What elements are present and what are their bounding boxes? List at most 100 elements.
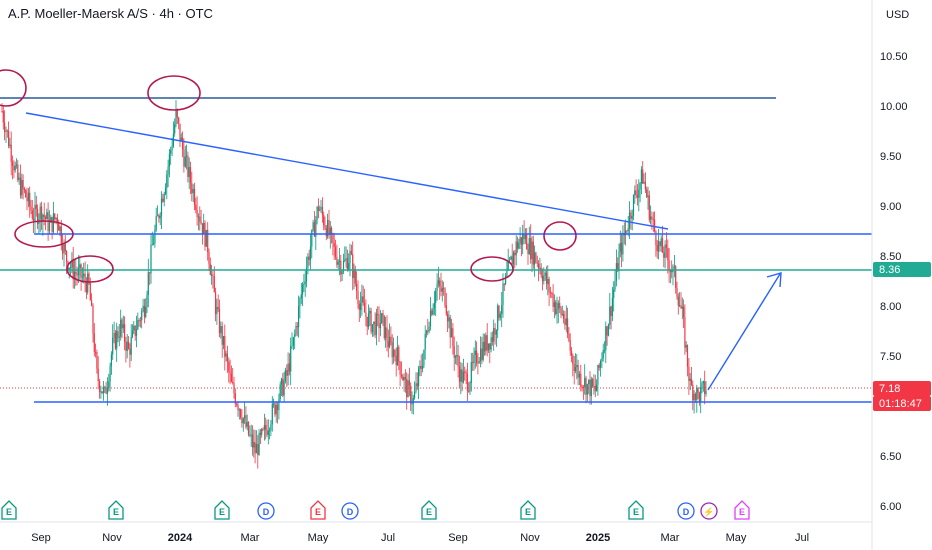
currency-label[interactable]: USD (886, 9, 910, 21)
event-marker-letter: D (683, 507, 690, 517)
annotation-circle (147, 75, 201, 111)
candle-body (414, 391, 416, 399)
candle-body (453, 346, 455, 358)
candle-body (88, 273, 90, 283)
candle-body (27, 192, 29, 202)
candle-body (135, 329, 138, 336)
candle-body (673, 266, 675, 268)
earnings-marker (520, 500, 536, 520)
candle-body (19, 177, 22, 196)
candle-body (313, 222, 315, 237)
candle-body (139, 320, 141, 322)
candle-body (242, 418, 244, 424)
candle-body (435, 290, 437, 303)
candle-body (485, 335, 487, 352)
price-axis[interactable]: 10.5010.009.509.008.508.007.507.006.506.… (871, 0, 931, 550)
candle-body (66, 251, 68, 262)
candle-body (602, 350, 604, 359)
candle-body (391, 342, 393, 358)
candle-body (468, 390, 470, 392)
time-axis[interactable]: Sep Nov 2024 Mar May Jul Sep Nov 2025 Mar May Jul (0, 521, 872, 544)
candle-body (530, 238, 532, 260)
candle-body (108, 381, 110, 388)
candle-body (652, 218, 654, 220)
candle-body (112, 337, 114, 355)
candle-body (186, 155, 188, 157)
candle-body (212, 274, 214, 277)
event-marker-letter: D (263, 507, 270, 517)
candle-body (532, 241, 534, 265)
candle-body (482, 341, 484, 360)
annotation-circle (14, 220, 74, 248)
candle-body (336, 256, 338, 265)
candle-body (584, 378, 586, 387)
candle-body (99, 381, 101, 392)
candle-body (200, 221, 202, 224)
candle-body (654, 219, 656, 232)
candle-body (189, 167, 192, 183)
candle-body (110, 354, 112, 367)
time-tick-label: 2025 (586, 532, 610, 544)
candle-body (516, 241, 519, 249)
candle-body (11, 161, 14, 166)
candle-body (166, 174, 168, 188)
candle-body (287, 363, 289, 376)
candle-body (50, 217, 52, 223)
candle-body (395, 355, 397, 365)
candle-body (452, 328, 454, 347)
candle-body (702, 381, 704, 384)
candle-body (184, 156, 186, 167)
candle-body (257, 444, 259, 455)
candle-body (474, 350, 476, 355)
candle-body (149, 272, 151, 274)
split-marker (700, 502, 718, 520)
price-tick-label: 9.00 (880, 201, 901, 213)
candle-body (585, 378, 587, 395)
candle-body (26, 197, 28, 202)
candle-body (385, 327, 387, 339)
candle-body (387, 341, 389, 348)
candles (1, 100, 707, 469)
candle-body (589, 380, 591, 397)
candle-body (279, 384, 281, 400)
candle-body (512, 252, 515, 265)
candle-body (114, 332, 116, 349)
candle-body (255, 444, 257, 454)
candle-body (648, 195, 650, 220)
candle-body (321, 206, 323, 215)
candle-body (17, 164, 19, 180)
candle-body (462, 371, 464, 383)
candle-body (356, 283, 358, 291)
candle-body (284, 370, 286, 381)
time-tick-label: Sep (448, 532, 468, 544)
last-price-label-text: 7.18 (879, 383, 900, 395)
candle-body (599, 361, 602, 368)
candle-body (295, 326, 297, 335)
candle-body (700, 386, 702, 402)
candle-body (490, 337, 492, 350)
event-markers[interactable]: E E E D E D E E E D ⚡ E (1, 500, 750, 520)
candle-body (655, 231, 657, 245)
candle-body (461, 369, 463, 383)
candle-body (501, 305, 503, 314)
candle-body (332, 233, 334, 243)
drawings[interactable] (25, 112, 782, 391)
countdown-label-bg (873, 396, 931, 411)
candle-body (553, 302, 555, 307)
candle-body (276, 404, 279, 411)
candle-body (555, 302, 557, 314)
horizontal-levels[interactable] (0, 97, 872, 403)
candle-body (487, 343, 490, 351)
candle-body (253, 442, 255, 448)
candle-body (81, 276, 83, 278)
candle-body (178, 117, 180, 124)
candle-body (360, 303, 362, 310)
candle-body (75, 271, 77, 274)
annotation-circles[interactable] (0, 69, 577, 283)
candle-body (399, 361, 401, 375)
candle-body (643, 181, 645, 184)
candle-body (498, 305, 500, 318)
candle-body (251, 434, 254, 448)
candle-body (176, 109, 178, 118)
